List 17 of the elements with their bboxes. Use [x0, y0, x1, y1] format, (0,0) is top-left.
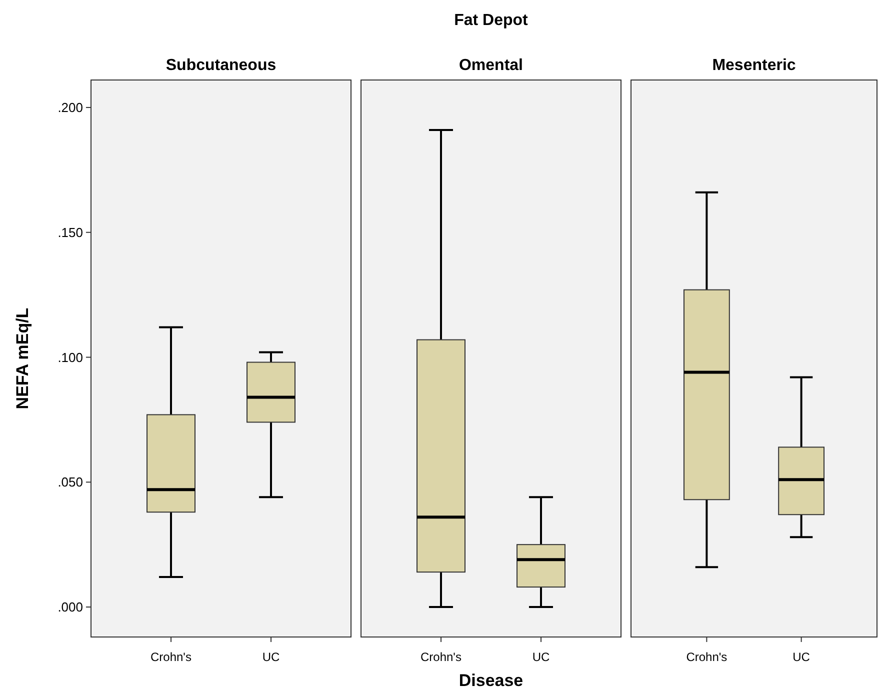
chart-title: Mesenteric	[712, 57, 796, 74]
x-tick-label: UC	[792, 650, 810, 664]
y-tick-label: .150	[58, 224, 83, 240]
y-tick-label: .100	[58, 350, 83, 365]
text: Fat Depot	[454, 12, 529, 29]
y-tick-label: .200	[58, 100, 83, 116]
x-tick-label: UC	[532, 650, 550, 664]
y-tick-label: .050	[58, 474, 83, 490]
chart-title: Subcutaneous	[166, 57, 276, 74]
x-axis-title: Disease	[458, 671, 524, 690]
x-tick-label: Crohn's	[420, 650, 462, 664]
chart-title: Omental	[458, 57, 524, 74]
x-tick-label: Crohn's	[686, 650, 728, 664]
y-axis-title: NEFA mEq/L	[13, 308, 32, 410]
y-tick-label: .000	[58, 600, 83, 615]
x-tick-label: Crohn's	[150, 650, 192, 664]
x-tick-label: UC	[262, 650, 280, 664]
